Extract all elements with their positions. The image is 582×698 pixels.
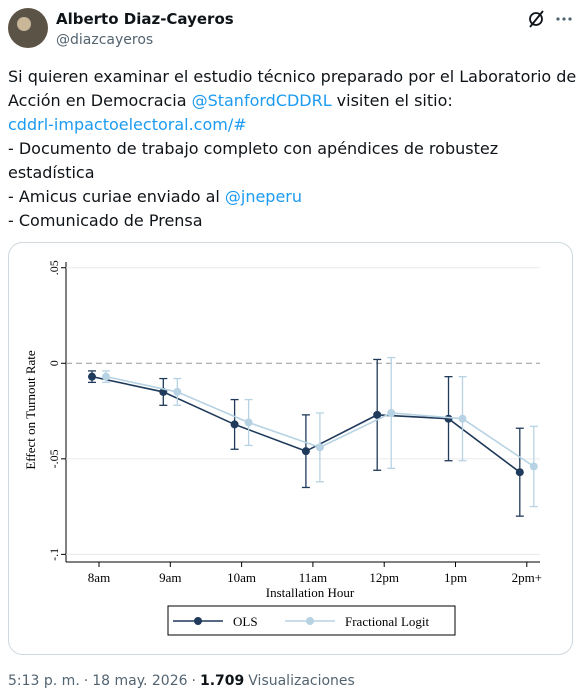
point: [387, 408, 396, 417]
point: [444, 414, 453, 423]
more-icon[interactable]: [556, 17, 572, 21]
y-tick-label: .05: [47, 260, 61, 275]
x-tick-label: 11am: [299, 570, 327, 585]
link[interactable]: cddrl-impactoelectoral.com/#: [8, 115, 247, 134]
media-card[interactable]: [8, 242, 573, 655]
grok-icon[interactable]: [529, 10, 544, 28]
point: [88, 372, 96, 381]
tweet-text: estadística: [8, 163, 95, 182]
point: [244, 418, 253, 427]
legend-marker: [306, 617, 314, 625]
tweet-line: - Documento de trabajo completo con apén…: [8, 139, 498, 158]
y-axis-label: Effect on Turnout Rate: [23, 350, 38, 470]
tweet-line: - Amicus curiae enviado al @jneperu: [8, 187, 302, 206]
footer-time: 5:13 p. m.: [8, 673, 80, 689]
tweet-line: cddrl-impactoelectoral.com/#: [8, 115, 247, 134]
x-tick-label: 2pm+: [512, 570, 542, 585]
legend-marker: [194, 617, 202, 625]
link[interactable]: @StanfordCDDRL: [192, 91, 332, 110]
point: [315, 443, 324, 452]
point: [515, 468, 524, 477]
footer-date: 18 may. 2026: [92, 673, 187, 689]
tweet-text: visiten el sitio:: [337, 91, 453, 110]
point: [529, 462, 538, 471]
point: [102, 372, 110, 381]
author-name[interactable]: Alberto Diaz-Cayeros: [56, 10, 234, 28]
point: [230, 420, 239, 429]
tweet-text: - Amicus curiae enviado al: [8, 187, 220, 206]
y-tick-label: -.05: [47, 449, 61, 468]
x-tick-label: 10am: [227, 570, 256, 585]
footer: 5:13 p. m. · 18 may. 2026 · 1.709 Visualizaci…: [8, 673, 355, 689]
tweet-line: Acción en Democracia @StanfordCDDRL visite…: [8, 91, 453, 110]
x-axis-label: Installation Hour: [266, 585, 355, 600]
legend-label: OLS: [233, 614, 258, 629]
tweet-text: - Comunicado de Prensa: [8, 211, 203, 230]
tweet-text: Si quieren examinar el estudio técnico p…: [8, 67, 576, 86]
tweet-line: estadística: [8, 163, 95, 182]
tweet-text: Acción en Democracia: [8, 91, 187, 110]
point: [173, 387, 182, 396]
legend-label: Fractional Logit: [345, 614, 430, 629]
author-handle[interactable]: @diazcayeros: [56, 32, 153, 48]
legend-box: [167, 605, 456, 636]
y-tick-label: 0: [47, 360, 61, 366]
footer-separator: ·: [192, 673, 196, 689]
x-tick-label: 8am: [88, 570, 110, 585]
x-tick-label: 12pm: [369, 570, 399, 585]
x-tick-label: 9am: [159, 570, 181, 585]
y-tick-label: -.1: [47, 548, 61, 561]
point: [373, 410, 382, 419]
point: [458, 414, 467, 423]
tweet-text: - Documento de trabajo completo con apén…: [8, 139, 498, 158]
footer-views: 1.709: [200, 673, 244, 689]
footer-separator: ·: [84, 673, 88, 689]
tweet-line: - Comunicado de Prensa: [8, 211, 203, 230]
footer-views-label: Visualizaciones: [248, 673, 355, 689]
x-tick-label: 1pm: [444, 570, 467, 585]
point: [301, 447, 310, 456]
tweet-line: Si quieren examinar el estudio técnico p…: [8, 67, 576, 86]
link[interactable]: @jneperu: [225, 187, 302, 206]
avatar-detail: [17, 17, 31, 31]
